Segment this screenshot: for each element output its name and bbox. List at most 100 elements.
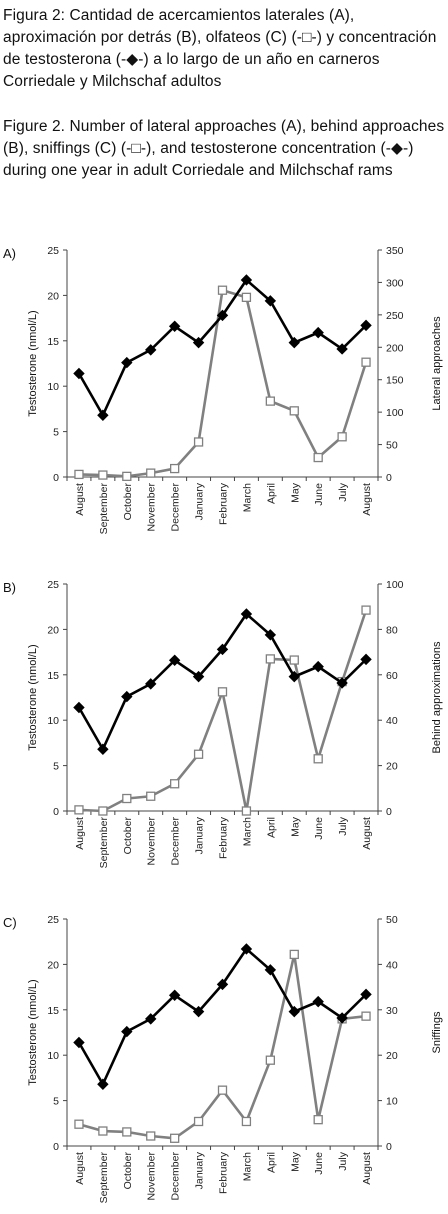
behavior-point [74,1119,84,1129]
testosterone-point [216,643,229,656]
x-tick-label: October [122,1152,134,1190]
behavior-point [122,471,132,482]
right-tick-label: 40 [386,959,398,971]
testosterone-point [168,654,181,666]
testosterone-point [264,295,277,307]
behavior-point [289,949,299,960]
left-tick-label: 15 [47,670,59,682]
testosterone-point [121,690,133,703]
left-axis-title: Testosterone (nmol/L) [27,979,39,1085]
behavior-point [193,749,204,759]
testosterone-point [360,319,372,332]
behavior-point [217,687,228,697]
testosterone-point [240,608,253,620]
left-tick-label: 10 [47,381,59,393]
x-tick-label: June [313,1152,325,1175]
testosterone-point [73,1036,85,1049]
testosterone-point [145,678,157,690]
left-tick-label: 25 [47,245,59,257]
testosterone-point [216,978,229,991]
x-tick-label: August [361,817,373,850]
testosterone-point [336,677,348,689]
x-tick-label: April [265,817,277,838]
x-tick-label: December [170,1151,182,1200]
x-tick-label: August [361,1152,373,1185]
left-tick-label: 0 [53,472,59,484]
testosterone-point [97,1078,109,1090]
testosterone-point [312,995,324,1008]
right-tick-label: 100 [386,579,404,591]
testosterone-line [77,278,367,417]
testosterone-point [288,670,300,683]
x-tick-label: January [194,482,206,520]
x-tick-label: July [337,1151,349,1170]
behavior-point [289,655,299,665]
behavior-point [170,779,180,789]
behavior-point [122,793,132,804]
x-tick-label: August [74,817,86,850]
right-tick-label: 40 [386,715,398,727]
testosterone-point [264,629,277,641]
x-tick-label: March [241,483,253,512]
behavior-point [146,468,156,478]
left-tick-label: 0 [53,806,59,818]
x-tick-label: April [265,483,277,504]
right-tick-label: 150 [386,375,404,387]
testosterone-point [73,701,85,714]
x-tick-label: December [170,482,182,531]
behavior-point [289,406,299,416]
x-tick-label: April [265,1152,277,1173]
testosterone-point [216,309,229,322]
panel-label: A) [3,246,16,261]
x-tick-label: November [146,482,158,531]
right-axis-title: Lateral approaches [431,316,443,411]
testosterone-point [360,653,372,666]
testosterone-point [240,943,253,955]
right-tick-label: 200 [386,342,404,354]
behavior-point [241,292,252,302]
right-tick-label: 20 [386,761,398,773]
testosterone-point [312,326,324,339]
left-tick-label: 20 [47,959,59,971]
behavior-point [74,469,84,480]
testosterone-point [192,670,205,683]
right-tick-label: 80 [386,624,398,636]
behavior-point [265,1055,275,1065]
testosterone-point [312,660,324,673]
right-tick-label: 60 [386,670,398,682]
testosterone-point [192,336,205,349]
x-tick-label: December [170,816,182,865]
behavior-point [361,605,371,615]
x-tick-label: March [241,1152,253,1181]
x-tick-label: June [313,817,325,840]
behavior-point [193,437,204,447]
left-tick-label: 10 [47,715,59,727]
x-tick-label: July [337,482,349,501]
testosterone-point [121,356,133,369]
behavior-line [78,609,368,813]
x-tick-label: February [218,482,230,525]
testosterone-point [288,1005,300,1018]
left-tick-label: 5 [53,761,59,773]
testosterone-point [288,336,300,349]
behavior-point [98,1126,108,1136]
behavior-point [74,805,84,815]
panel-label: C) [3,915,17,930]
behavior-point [241,1116,252,1127]
left-axis-title: Testosterone (nmol/L) [27,644,39,750]
right-tick-label: 300 [386,277,404,289]
behavior-point [265,396,275,406]
right-tick-label: 50 [386,914,398,926]
testosterone-point [121,1025,133,1038]
left-tick-label: 25 [47,579,59,591]
behavior-point [313,1115,323,1125]
x-tick-label: January [194,816,206,854]
chart-panel-b: B) 0 5 10 15 20 25 0 20 40 60 80 100 August September O… [3,579,443,868]
left-tick-label: 5 [53,427,59,439]
right-tick-label: 10 [386,1096,398,1108]
behavior-point [98,806,108,816]
right-tick-label: 350 [386,245,404,257]
panel-label: B) [3,580,16,595]
testosterone-point [145,344,157,356]
